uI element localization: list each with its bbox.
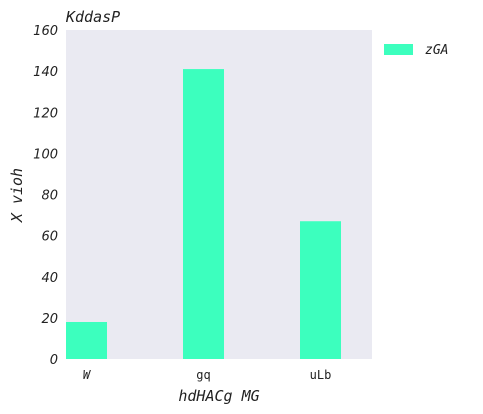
legend-label-zga: zGA	[425, 43, 448, 58]
y-tick-label: 0	[50, 353, 58, 368]
chart-title: KddasP	[65, 8, 120, 26]
bar-gq	[183, 69, 224, 359]
y-tick-label: 40	[41, 271, 58, 286]
bar-w	[66, 321, 107, 359]
x-tick-label-w: W	[83, 368, 92, 382]
y-tick-label: 20	[41, 312, 58, 327]
y-tick-label: 140	[33, 65, 58, 80]
y-axis-label: X vioh	[8, 168, 26, 223]
bars-group	[66, 69, 341, 359]
legend: zGA	[384, 43, 448, 58]
y-tick-label: 100	[33, 147, 58, 162]
x-tick-label-ulb: uLb	[310, 368, 332, 382]
y-axis-ticks: 0 20 40 60 80 100 120 140 160	[33, 24, 58, 368]
bar-ulb	[300, 221, 341, 359]
x-tick-label-gq: gq	[196, 368, 210, 382]
y-tick-label: 120	[33, 106, 58, 121]
legend-swatch-zga	[384, 44, 413, 55]
y-tick-label: 60	[41, 230, 58, 245]
y-tick-label: 80	[41, 189, 58, 204]
y-tick-label: 160	[33, 24, 58, 39]
x-axis-label: hdHACg MG	[178, 387, 259, 405]
